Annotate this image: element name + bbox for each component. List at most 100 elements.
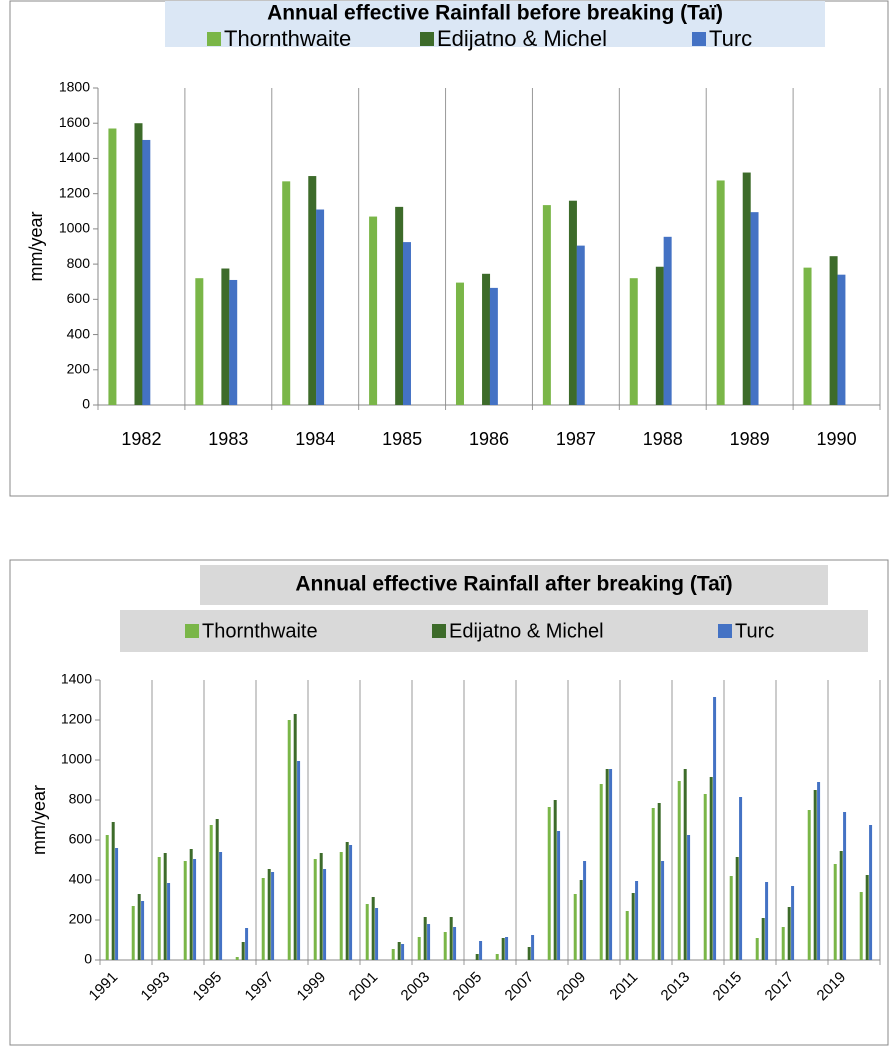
y-axis-label: mm/year <box>26 211 46 281</box>
bar <box>449 917 453 960</box>
bar <box>729 876 733 960</box>
bar <box>813 790 817 960</box>
bar <box>313 859 317 960</box>
bar <box>167 883 171 960</box>
bar <box>663 236 672 405</box>
bar <box>319 853 323 960</box>
legend-swatch <box>185 624 199 638</box>
bar <box>479 941 483 960</box>
y-tick-label: 800 <box>69 791 93 807</box>
bar <box>157 857 161 960</box>
bar <box>349 845 353 960</box>
bar <box>765 882 769 960</box>
bar <box>209 825 213 960</box>
bar <box>137 894 141 960</box>
bar <box>807 810 811 960</box>
bar <box>553 800 557 960</box>
bar <box>677 781 681 960</box>
y-tick-label: 1200 <box>59 184 90 200</box>
bar <box>755 938 759 960</box>
bar <box>401 944 405 960</box>
bar <box>287 720 291 960</box>
legend-label: Thornthwaite <box>202 620 318 642</box>
y-tick-label: 400 <box>69 871 93 887</box>
bar <box>839 851 843 960</box>
title-box <box>200 565 828 605</box>
legend-label: Edijatno & Michel <box>449 620 604 642</box>
chart-frame <box>9 0 889 497</box>
bar <box>661 861 665 960</box>
y-tick-label: 1400 <box>59 149 90 165</box>
bar <box>605 769 609 960</box>
bar <box>501 938 505 960</box>
y-tick-label: 1200 <box>61 711 92 727</box>
bar <box>531 935 535 960</box>
bar <box>761 918 765 960</box>
bar <box>629 278 638 405</box>
y-tick-label: 1800 <box>59 79 90 95</box>
legend-label: Turc <box>709 26 752 51</box>
bar <box>657 803 661 960</box>
bar <box>297 761 301 960</box>
y-tick-label: 400 <box>67 325 91 341</box>
bar <box>869 825 873 960</box>
bar <box>241 942 245 960</box>
bar <box>709 777 713 960</box>
bar <box>427 924 431 960</box>
bar <box>417 937 421 960</box>
bar <box>527 947 531 960</box>
x-tick-label: 1982 <box>121 429 161 449</box>
bar <box>455 282 464 405</box>
bar <box>635 881 639 960</box>
y-tick-label: 1000 <box>61 751 92 767</box>
bar <box>134 123 143 405</box>
bar <box>323 869 327 960</box>
y-tick-label: 0 <box>82 396 90 412</box>
bar <box>495 954 499 960</box>
bar <box>261 878 265 960</box>
bar <box>557 831 561 960</box>
bar <box>742 172 751 405</box>
bar <box>365 904 369 960</box>
y-tick-label: 600 <box>69 831 93 847</box>
y-tick-label: 200 <box>67 360 91 376</box>
bar <box>547 807 551 960</box>
bar <box>111 822 115 960</box>
bar <box>271 872 275 960</box>
bar <box>655 266 664 405</box>
legend-swatch <box>432 624 446 638</box>
bar <box>865 875 869 960</box>
bar <box>345 842 349 960</box>
bar <box>195 278 204 405</box>
legend-swatch <box>420 32 434 46</box>
bar <box>576 245 585 405</box>
y-tick-label: 600 <box>67 290 91 306</box>
bar <box>859 892 863 960</box>
bar <box>131 906 135 960</box>
bar <box>475 954 479 960</box>
bar <box>235 957 239 960</box>
bar <box>163 853 167 960</box>
x-tick-label: 1990 <box>817 429 857 449</box>
bar <box>308 176 317 405</box>
x-tick-label: 1983 <box>208 429 248 449</box>
title-box <box>165 1 825 47</box>
bar <box>833 864 837 960</box>
bar <box>267 869 271 960</box>
bar <box>395 206 404 405</box>
bar <box>489 287 498 405</box>
bar <box>115 848 119 960</box>
bar <box>245 928 249 960</box>
bar <box>803 267 812 405</box>
bar <box>391 949 395 960</box>
bar <box>505 937 509 960</box>
bar <box>402 242 411 405</box>
bar <box>683 769 687 960</box>
y-tick-label: 800 <box>67 255 91 271</box>
bar <box>739 797 743 960</box>
bar <box>829 256 838 405</box>
bar <box>631 893 635 960</box>
bar <box>375 908 379 960</box>
x-tick-label: 1988 <box>643 429 683 449</box>
